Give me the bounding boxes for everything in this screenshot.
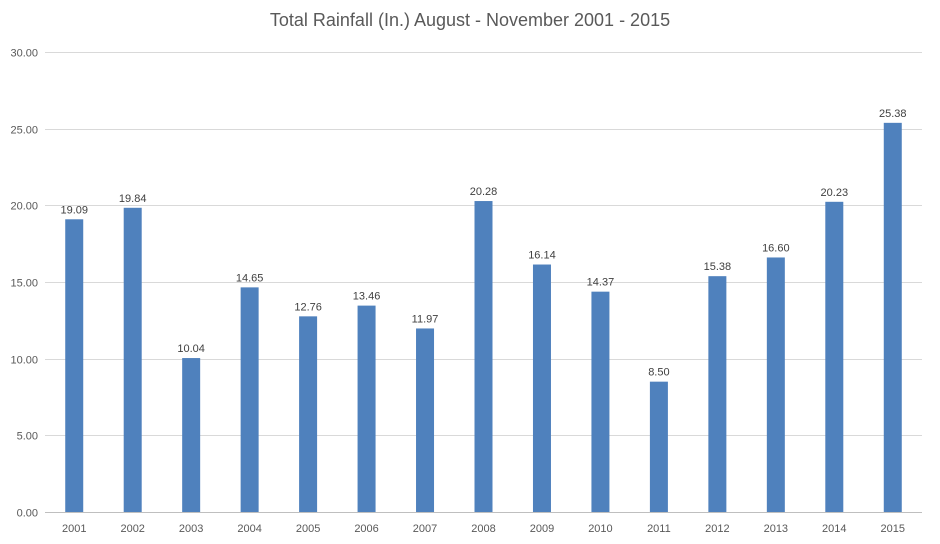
x-tick-label: 2009 bbox=[530, 523, 554, 535]
data-label: 20.28 bbox=[470, 186, 498, 198]
bar bbox=[649, 381, 668, 512]
y-tick-label: 10.00 bbox=[10, 355, 38, 367]
bar bbox=[766, 257, 785, 512]
data-label: 14.37 bbox=[587, 277, 615, 289]
bar bbox=[299, 316, 318, 512]
data-label: 12.76 bbox=[294, 301, 322, 313]
x-tick-label: 2007 bbox=[413, 523, 437, 535]
bar bbox=[357, 305, 376, 512]
x-tick-label: 2002 bbox=[120, 523, 144, 535]
data-label: 19.84 bbox=[119, 193, 147, 205]
data-label: 13.46 bbox=[353, 291, 381, 303]
data-label: 15.38 bbox=[704, 261, 732, 273]
y-tick-label: 20.00 bbox=[10, 201, 38, 213]
bar bbox=[123, 207, 142, 512]
bar bbox=[708, 276, 727, 512]
bar bbox=[591, 291, 610, 512]
data-label: 14.65 bbox=[236, 272, 264, 284]
bar bbox=[883, 122, 902, 512]
data-label: 20.23 bbox=[821, 187, 849, 199]
bar bbox=[65, 219, 84, 512]
bar bbox=[182, 358, 201, 512]
y-tick-label: 5.00 bbox=[17, 431, 38, 443]
x-tick-label: 2011 bbox=[647, 523, 671, 535]
x-tick-label: 2005 bbox=[296, 523, 320, 535]
bar bbox=[532, 264, 551, 512]
x-tick-label: 2008 bbox=[471, 523, 495, 535]
y-tick-label: 0.00 bbox=[17, 508, 38, 520]
x-tick-label: 2006 bbox=[354, 523, 378, 535]
x-tick-label: 2014 bbox=[822, 523, 846, 535]
chart-title: Total Rainfall (In.) August - November 2… bbox=[269, 10, 671, 30]
data-label: 8.50 bbox=[648, 367, 669, 379]
x-tick-label: 2003 bbox=[179, 523, 203, 535]
data-label: 19.09 bbox=[60, 204, 88, 216]
y-tick-label: 30.00 bbox=[10, 48, 38, 60]
x-tick-label: 2012 bbox=[705, 523, 729, 535]
data-label: 16.60 bbox=[762, 242, 790, 254]
bar bbox=[825, 201, 844, 512]
y-tick-label: 25.00 bbox=[10, 125, 38, 137]
data-label: 10.04 bbox=[177, 343, 205, 355]
bar bbox=[240, 287, 259, 512]
x-tick-label: 2004 bbox=[237, 523, 261, 535]
data-label: 25.38 bbox=[879, 108, 907, 120]
bar bbox=[474, 201, 493, 513]
x-tick-label: 2013 bbox=[764, 523, 788, 535]
data-label: 16.14 bbox=[528, 250, 556, 262]
x-tick-label: 2001 bbox=[62, 523, 86, 535]
x-tick-label: 2015 bbox=[881, 523, 905, 535]
y-tick-label: 15.00 bbox=[10, 278, 38, 290]
data-label: 11.97 bbox=[412, 313, 439, 325]
x-tick-label: 2010 bbox=[588, 523, 612, 535]
bar bbox=[416, 328, 435, 512]
